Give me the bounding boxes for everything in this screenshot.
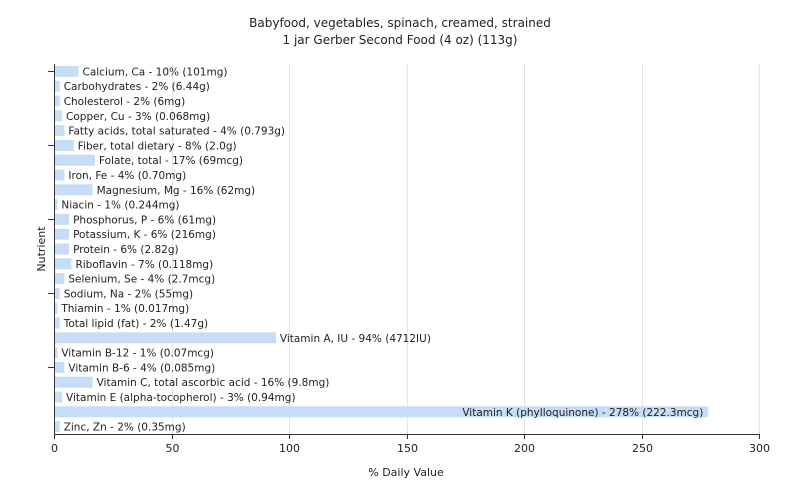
- bar: [55, 376, 93, 388]
- y-axis-label: Nutrient: [35, 226, 48, 272]
- bar: [55, 228, 70, 240]
- bar-label: Thiamin - 1% (0.017mg): [60, 303, 189, 315]
- bar-label: Riboflavin - 7% (0.118mg): [75, 259, 213, 271]
- chart-subtitle: 1 jar Gerber Second Food (4 oz) (113g): [282, 33, 518, 47]
- x-ticks: 0 50 100 150 200 250 300: [51, 434, 770, 455]
- bar-label: Fiber, total dietary - 8% (2.0g): [78, 140, 237, 152]
- bar-label: Carbohydrates - 2% (6.44g): [64, 81, 210, 93]
- bar-label: Cholesterol - 2% (6mg): [64, 96, 186, 108]
- bar-label: Potassium, K - 6% (216mg): [73, 229, 216, 241]
- bar-label: Vitamin A, IU - 94% (4712IU): [280, 333, 431, 345]
- bar-label: Copper, Cu - 3% (0.068mg): [66, 111, 210, 123]
- bar-label: Vitamin B-12 - 1% (0.07mcg): [61, 348, 214, 360]
- bar: [55, 169, 65, 181]
- chart-title: Babyfood, vegetables, spinach, creamed, …: [249, 16, 551, 30]
- x-tick-label: 200: [514, 442, 535, 455]
- bar: [55, 332, 276, 344]
- x-tick-label: 0: [51, 442, 58, 455]
- bar: [55, 125, 65, 137]
- bar: [55, 199, 58, 211]
- bar: [55, 243, 70, 255]
- bar: [55, 391, 63, 403]
- bar: [55, 406, 709, 418]
- bar-label: Protein - 6% (2.82g): [73, 244, 179, 256]
- bar-label: Sodium, Na - 2% (55mg): [64, 288, 193, 300]
- x-tick-label: 300: [749, 442, 770, 455]
- bar-label: Iron, Fe - 4% (0.70mg): [68, 170, 186, 182]
- x-tick-label: 150: [397, 442, 418, 455]
- bar-label: Fatty acids, total saturated - 4% (0.793…: [68, 126, 285, 138]
- bar: [55, 287, 60, 299]
- bar-label: Vitamin B-6 - 4% (0.085mg): [68, 362, 215, 374]
- gridlines: [172, 64, 760, 434]
- bar-label: Phosphorus, P - 6% (61mg): [73, 214, 216, 226]
- x-tick-label: 250: [632, 442, 653, 455]
- bar: [55, 95, 60, 107]
- x-tick-label: 100: [279, 442, 300, 455]
- bar: [55, 421, 60, 433]
- bar: [55, 213, 70, 225]
- bar: [55, 184, 93, 196]
- bar: [55, 361, 65, 373]
- bars: [55, 65, 709, 433]
- bar: [55, 139, 74, 151]
- bar: [55, 110, 63, 122]
- bar-label: Magnesium, Mg - 16% (62mg): [97, 185, 256, 197]
- bar-labels: Calcium, Ca - 10% (101mg) Carbohydrates -…: [60, 66, 703, 433]
- bar: [55, 302, 58, 314]
- bar: [55, 80, 60, 92]
- x-axis-label: % Daily Value: [368, 466, 444, 479]
- x-tick-label: 50: [166, 442, 180, 455]
- bar-label: Vitamin E (alpha-tocopherol) - 3% (0.94m…: [66, 392, 295, 404]
- bar: [55, 273, 65, 285]
- bar: [55, 347, 58, 359]
- bar-label: Niacin - 1% (0.244mg): [61, 200, 179, 212]
- bar: [55, 317, 60, 329]
- bar-label: Calcium, Ca - 10% (101mg): [83, 66, 228, 78]
- bar-label: Vitamin K (phylloquinone) - 278% (222.3m…: [462, 407, 703, 419]
- bar-label: Total lipid (fat) - 2% (1.47g): [63, 318, 208, 330]
- bar: [55, 258, 72, 270]
- bar-label: Folate, total - 17% (69mcg): [99, 155, 243, 167]
- bar-label: Zinc, Zn - 2% (0.35mg): [64, 422, 186, 434]
- bar: [55, 65, 79, 77]
- bar-label: Selenium, Se - 4% (2.7mcg): [68, 274, 215, 286]
- bar: [55, 154, 95, 166]
- bar-label: Vitamin C, total ascorbic acid - 16% (9.…: [97, 377, 330, 389]
